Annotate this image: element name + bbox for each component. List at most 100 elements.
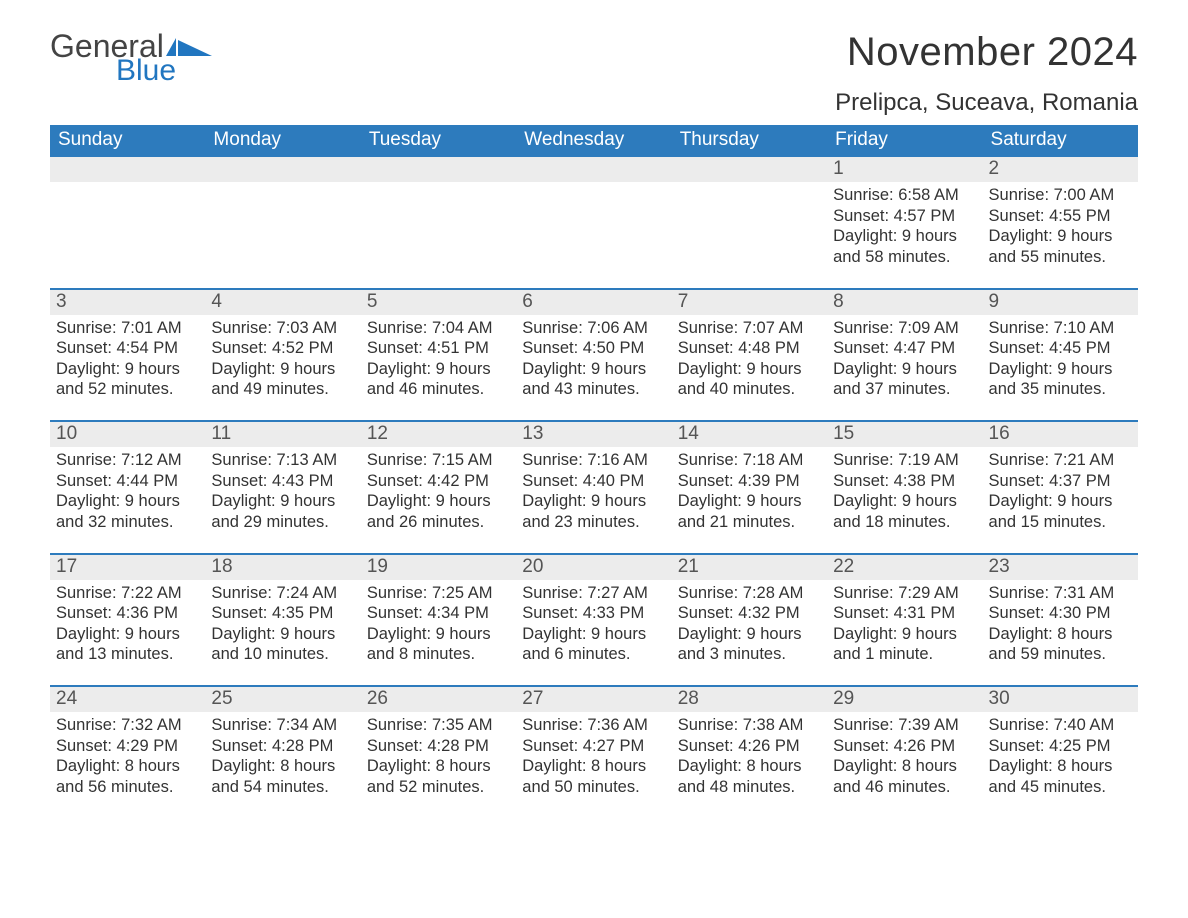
sunrise-text: Sunrise: 7:22 AM bbox=[56, 583, 199, 604]
sunset-text: Sunset: 4:57 PM bbox=[833, 206, 976, 227]
daylight-text: Daylight: 9 hours and 13 minutes. bbox=[56, 624, 199, 665]
day-number: 10 bbox=[50, 422, 205, 447]
daylight-text: Daylight: 9 hours and 43 minutes. bbox=[522, 359, 665, 400]
day-details: Sunrise: 7:21 AMSunset: 4:37 PMDaylight:… bbox=[983, 447, 1138, 533]
sunset-text: Sunset: 4:31 PM bbox=[833, 603, 976, 624]
daylight-text: Daylight: 9 hours and 29 minutes. bbox=[211, 491, 354, 532]
day-details: Sunrise: 7:16 AMSunset: 4:40 PMDaylight:… bbox=[516, 447, 671, 533]
sunrise-text: Sunrise: 7:09 AM bbox=[833, 318, 976, 339]
sunrise-text: Sunrise: 7:10 AM bbox=[989, 318, 1132, 339]
daylight-text: Daylight: 9 hours and 58 minutes. bbox=[833, 226, 976, 267]
day-details: Sunrise: 7:18 AMSunset: 4:39 PMDaylight:… bbox=[672, 447, 827, 533]
day-details: Sunrise: 7:34 AMSunset: 4:28 PMDaylight:… bbox=[205, 712, 360, 798]
daylight-text: Daylight: 8 hours and 54 minutes. bbox=[211, 756, 354, 797]
daylight-text: Daylight: 8 hours and 56 minutes. bbox=[56, 756, 199, 797]
day-cell: 21Sunrise: 7:28 AMSunset: 4:32 PMDayligh… bbox=[672, 555, 827, 672]
sunset-text: Sunset: 4:35 PM bbox=[211, 603, 354, 624]
daylight-text: Daylight: 9 hours and 37 minutes. bbox=[833, 359, 976, 400]
day-number: 1 bbox=[827, 157, 982, 182]
day-details: Sunrise: 7:07 AMSunset: 4:48 PMDaylight:… bbox=[672, 315, 827, 401]
sunrise-text: Sunrise: 7:35 AM bbox=[367, 715, 510, 736]
day-details: Sunrise: 7:00 AMSunset: 4:55 PMDaylight:… bbox=[983, 182, 1138, 268]
day-number: 6 bbox=[516, 290, 671, 315]
daylight-text: Daylight: 8 hours and 50 minutes. bbox=[522, 756, 665, 797]
day-cell: 11Sunrise: 7:13 AMSunset: 4:43 PMDayligh… bbox=[205, 422, 360, 539]
day-details: Sunrise: 7:10 AMSunset: 4:45 PMDaylight:… bbox=[983, 315, 1138, 401]
week-row: 17Sunrise: 7:22 AMSunset: 4:36 PMDayligh… bbox=[50, 553, 1138, 672]
day-cell: 10Sunrise: 7:12 AMSunset: 4:44 PMDayligh… bbox=[50, 422, 205, 539]
day-cell: 26Sunrise: 7:35 AMSunset: 4:28 PMDayligh… bbox=[361, 687, 516, 804]
sunset-text: Sunset: 4:27 PM bbox=[522, 736, 665, 757]
day-details: Sunrise: 7:36 AMSunset: 4:27 PMDaylight:… bbox=[516, 712, 671, 798]
sunrise-text: Sunrise: 7:04 AM bbox=[367, 318, 510, 339]
week-row: 3Sunrise: 7:01 AMSunset: 4:54 PMDaylight… bbox=[50, 288, 1138, 407]
day-details: Sunrise: 7:13 AMSunset: 4:43 PMDaylight:… bbox=[205, 447, 360, 533]
sunrise-text: Sunrise: 6:58 AM bbox=[833, 185, 976, 206]
day-cell bbox=[50, 157, 205, 274]
sunrise-text: Sunrise: 7:06 AM bbox=[522, 318, 665, 339]
sunrise-text: Sunrise: 7:40 AM bbox=[989, 715, 1132, 736]
day-number bbox=[516, 157, 671, 182]
day-cell: 7Sunrise: 7:07 AMSunset: 4:48 PMDaylight… bbox=[672, 290, 827, 407]
day-number: 19 bbox=[361, 555, 516, 580]
daylight-text: Daylight: 9 hours and 49 minutes. bbox=[211, 359, 354, 400]
day-details: Sunrise: 6:58 AMSunset: 4:57 PMDaylight:… bbox=[827, 182, 982, 268]
weekday-header: Wednesday bbox=[516, 125, 671, 157]
sunset-text: Sunset: 4:39 PM bbox=[678, 471, 821, 492]
day-number: 27 bbox=[516, 687, 671, 712]
day-number: 15 bbox=[827, 422, 982, 447]
day-number bbox=[361, 157, 516, 182]
day-cell: 14Sunrise: 7:18 AMSunset: 4:39 PMDayligh… bbox=[672, 422, 827, 539]
day-details: Sunrise: 7:31 AMSunset: 4:30 PMDaylight:… bbox=[983, 580, 1138, 666]
day-number: 11 bbox=[205, 422, 360, 447]
sunrise-text: Sunrise: 7:31 AM bbox=[989, 583, 1132, 604]
calendar-header-row: SundayMondayTuesdayWednesdayThursdayFrid… bbox=[50, 125, 1138, 157]
day-details: Sunrise: 7:39 AMSunset: 4:26 PMDaylight:… bbox=[827, 712, 982, 798]
sunrise-text: Sunrise: 7:15 AM bbox=[367, 450, 510, 471]
day-cell bbox=[516, 157, 671, 274]
daylight-text: Daylight: 9 hours and 26 minutes. bbox=[367, 491, 510, 532]
sunset-text: Sunset: 4:40 PM bbox=[522, 471, 665, 492]
sunset-text: Sunset: 4:36 PM bbox=[56, 603, 199, 624]
daylight-text: Daylight: 9 hours and 1 minute. bbox=[833, 624, 976, 665]
daylight-text: Daylight: 8 hours and 52 minutes. bbox=[367, 756, 510, 797]
day-number: 25 bbox=[205, 687, 360, 712]
day-cell: 16Sunrise: 7:21 AMSunset: 4:37 PMDayligh… bbox=[983, 422, 1138, 539]
location: Prelipca, Suceava, Romania bbox=[835, 89, 1138, 117]
day-number: 9 bbox=[983, 290, 1138, 315]
month-title: November 2024 bbox=[835, 30, 1138, 75]
daylight-text: Daylight: 9 hours and 6 minutes. bbox=[522, 624, 665, 665]
day-cell: 8Sunrise: 7:09 AMSunset: 4:47 PMDaylight… bbox=[827, 290, 982, 407]
sunset-text: Sunset: 4:51 PM bbox=[367, 338, 510, 359]
sunset-text: Sunset: 4:29 PM bbox=[56, 736, 199, 757]
day-details: Sunrise: 7:22 AMSunset: 4:36 PMDaylight:… bbox=[50, 580, 205, 666]
day-number: 23 bbox=[983, 555, 1138, 580]
sunset-text: Sunset: 4:30 PM bbox=[989, 603, 1132, 624]
day-cell: 12Sunrise: 7:15 AMSunset: 4:42 PMDayligh… bbox=[361, 422, 516, 539]
title-block: November 2024 Prelipca, Suceava, Romania bbox=[835, 30, 1138, 117]
day-number: 2 bbox=[983, 157, 1138, 182]
day-details: Sunrise: 7:32 AMSunset: 4:29 PMDaylight:… bbox=[50, 712, 205, 798]
week-row: 24Sunrise: 7:32 AMSunset: 4:29 PMDayligh… bbox=[50, 685, 1138, 804]
day-details: Sunrise: 7:27 AMSunset: 4:33 PMDaylight:… bbox=[516, 580, 671, 666]
day-number: 30 bbox=[983, 687, 1138, 712]
day-cell: 13Sunrise: 7:16 AMSunset: 4:40 PMDayligh… bbox=[516, 422, 671, 539]
daylight-text: Daylight: 8 hours and 59 minutes. bbox=[989, 624, 1132, 665]
day-number: 7 bbox=[672, 290, 827, 315]
day-number: 4 bbox=[205, 290, 360, 315]
sunrise-text: Sunrise: 7:34 AM bbox=[211, 715, 354, 736]
day-number: 16 bbox=[983, 422, 1138, 447]
sunset-text: Sunset: 4:54 PM bbox=[56, 338, 199, 359]
day-cell: 27Sunrise: 7:36 AMSunset: 4:27 PMDayligh… bbox=[516, 687, 671, 804]
sunset-text: Sunset: 4:28 PM bbox=[367, 736, 510, 757]
sunset-text: Sunset: 4:44 PM bbox=[56, 471, 199, 492]
day-details: Sunrise: 7:15 AMSunset: 4:42 PMDaylight:… bbox=[361, 447, 516, 533]
sunrise-text: Sunrise: 7:01 AM bbox=[56, 318, 199, 339]
day-number: 13 bbox=[516, 422, 671, 447]
sunrise-text: Sunrise: 7:19 AM bbox=[833, 450, 976, 471]
top-bar: General Blue November 2024 Prelipca, Suc… bbox=[50, 30, 1138, 117]
sunrise-text: Sunrise: 7:07 AM bbox=[678, 318, 821, 339]
sunset-text: Sunset: 4:47 PM bbox=[833, 338, 976, 359]
daylight-text: Daylight: 9 hours and 18 minutes. bbox=[833, 491, 976, 532]
day-number: 22 bbox=[827, 555, 982, 580]
